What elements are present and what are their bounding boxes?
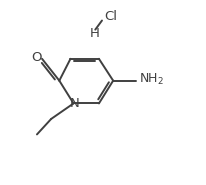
Text: Cl: Cl bbox=[104, 10, 117, 23]
Text: H: H bbox=[90, 27, 100, 40]
Text: NH$_2$: NH$_2$ bbox=[139, 72, 164, 87]
Text: N: N bbox=[70, 97, 80, 110]
Text: O: O bbox=[32, 51, 42, 64]
